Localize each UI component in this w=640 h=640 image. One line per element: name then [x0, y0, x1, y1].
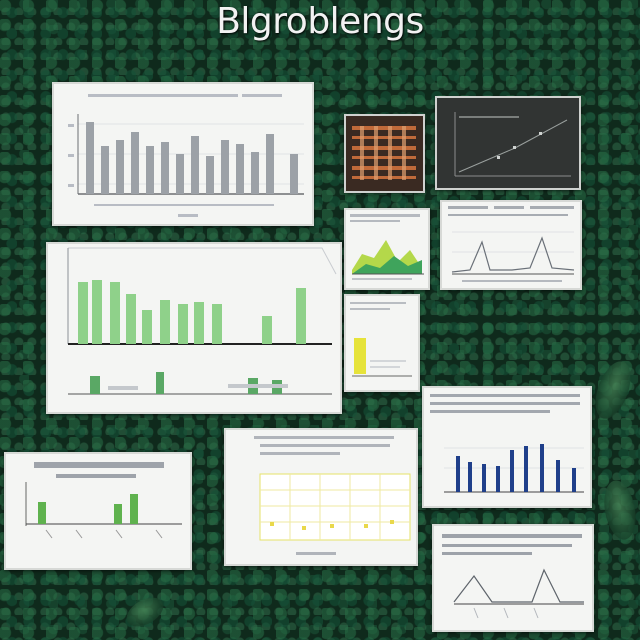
dark-line-chart	[437, 98, 579, 188]
heatmap-panel	[344, 114, 425, 193]
green-bar-panel	[46, 242, 342, 414]
scatter-panel	[224, 428, 418, 566]
page-title: Blgroblengs	[216, 1, 424, 42]
peak-chart-panel	[440, 200, 582, 290]
yellow-bar-chart	[350, 302, 412, 377]
bug-illustration	[121, 591, 169, 633]
bottom-peak-panel	[432, 524, 594, 632]
bar-chart-gray	[68, 94, 304, 217]
blue-bar-panel	[422, 386, 592, 508]
yellow-bar-panel	[344, 294, 420, 392]
bar-chart-panel	[52, 82, 314, 226]
bug-illustration	[600, 477, 640, 543]
small-bar-panel	[4, 452, 192, 570]
peak-line-chart	[448, 206, 575, 282]
blue-bar-chart	[430, 394, 584, 493]
bug-illustration	[588, 356, 638, 424]
green-bar-chart	[67, 247, 337, 395]
heatmap-chart	[346, 116, 423, 191]
bottom-peak-chart	[442, 534, 584, 619]
small-bar-chart	[25, 462, 182, 539]
area-chart	[350, 214, 424, 280]
scatter-grid-chart	[254, 436, 411, 555]
area-chart-panel	[344, 208, 430, 290]
dark-line-panel	[435, 96, 581, 190]
